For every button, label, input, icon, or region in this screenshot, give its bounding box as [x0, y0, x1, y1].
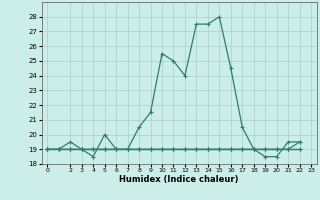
X-axis label: Humidex (Indice chaleur): Humidex (Indice chaleur): [119, 175, 239, 184]
